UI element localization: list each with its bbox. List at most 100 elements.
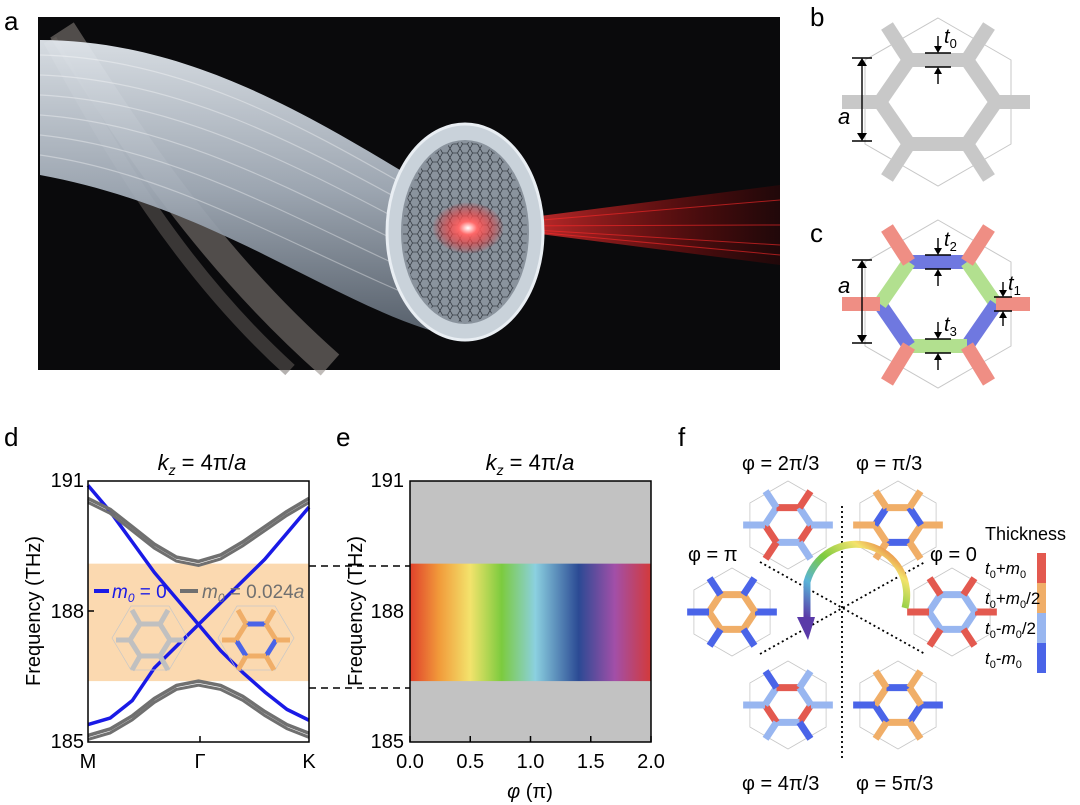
chart-d-xtick-Gamma: Γ xyxy=(194,751,205,773)
phase-cell-rod xyxy=(762,685,780,707)
chart-d-ytick-mid: 188 xyxy=(51,601,84,623)
chart-e-xticks: 0.0 0.5 1.0 1.5 2.0 xyxy=(396,736,665,773)
phase-cell-outline xyxy=(913,567,991,657)
chart-e-xtick-label: 1.0 xyxy=(517,751,545,773)
chart-e-ytick-mid: 188 xyxy=(371,601,404,623)
phase-cell-spoke xyxy=(906,720,924,741)
phase-cell-outline xyxy=(749,660,827,750)
phase-cell-rod xyxy=(796,523,814,545)
unit-cell-outline-c xyxy=(864,219,1012,389)
phase-cell-spoke xyxy=(762,540,780,561)
phase-cell-rod xyxy=(796,505,814,527)
phase-cell-spoke xyxy=(762,669,780,690)
fiber-rendering xyxy=(38,17,781,376)
phase-cell-rod xyxy=(872,703,890,725)
legend-item-3: t0-m0 xyxy=(985,649,1022,671)
unit-cell-outline xyxy=(864,17,1012,187)
band-structure-chart: kz = 4π/a 191 188 185 M Γ K Frequency (T… xyxy=(23,450,316,773)
phase-label-pi: φ = π xyxy=(688,544,738,566)
phase-cell-5 xyxy=(853,660,943,750)
inset-lattice-colored xyxy=(217,605,295,672)
phase-cell-spoke xyxy=(796,489,814,510)
phase-cell-rod xyxy=(872,685,890,707)
t1-label: t1 xyxy=(1008,273,1021,298)
band-line-3-double xyxy=(87,683,310,741)
legend-swatch-blue xyxy=(1037,643,1046,673)
phase-cell-spoke xyxy=(906,489,924,510)
phase-cell-spoke xyxy=(960,627,978,648)
phase-cell-rod xyxy=(926,610,944,632)
phase-cell-rod xyxy=(906,703,924,725)
honeycomb-rods-c xyxy=(842,224,1030,386)
phase-cell-rod xyxy=(960,592,978,614)
phase-cell-rod xyxy=(740,610,758,632)
phase-cell-spoke xyxy=(906,669,924,690)
rainbow-gap-band xyxy=(410,563,651,682)
band-line-3 xyxy=(87,679,310,738)
inset-lattice-gray xyxy=(111,605,189,672)
band-line-1 xyxy=(86,484,310,722)
phase-cell-rod xyxy=(906,505,924,527)
band-lines xyxy=(86,484,311,741)
honeycomb-rods-b xyxy=(842,22,1030,182)
panel-label-d: d xyxy=(4,422,18,452)
fiber-tube xyxy=(40,40,470,340)
band-line-2 xyxy=(87,496,310,564)
chart-d-ytick-bottom: 185 xyxy=(51,731,84,753)
unit-cell-c: t2 t3 t1 a xyxy=(838,219,1030,389)
phase-cell-spoke xyxy=(872,669,890,690)
phase-cell-rod xyxy=(960,610,978,632)
legend-label-m0-nonzero: m0 = 0.024a xyxy=(202,582,304,605)
panel-label-a: a xyxy=(4,6,19,36)
phase-cell-2 xyxy=(687,567,777,657)
fiber-core-glow xyxy=(432,202,504,254)
chart-e-xtick-label: 0.5 xyxy=(456,751,484,773)
phase-cell-rod xyxy=(926,592,944,614)
panel-label-f: f xyxy=(678,422,686,452)
phase-rotation-arrowhead xyxy=(797,617,815,640)
legend-swatch-orange xyxy=(1037,583,1046,613)
phase-label-2pi3: φ = 2π/3 xyxy=(742,453,819,475)
phase-label-5pi3: φ = 5π/3 xyxy=(856,773,933,795)
chart-d-ticks xyxy=(88,610,201,742)
phase-cell-spoke xyxy=(762,720,780,741)
phase-cell-rod xyxy=(872,505,890,527)
phase-cell-spoke xyxy=(740,576,758,597)
panel-label-c: c xyxy=(810,218,823,248)
phase-cell-spoke xyxy=(796,669,814,690)
phase-cell-rod xyxy=(762,523,780,545)
phase-cell-rod xyxy=(706,610,724,632)
phase-cell-spoke xyxy=(926,627,944,648)
chart-d-xtick-M: M xyxy=(80,751,97,773)
chart-e-ytick-bottom: 185 xyxy=(371,731,404,753)
phase-cell-rod xyxy=(796,685,814,707)
chart-d-ytick-top: 191 xyxy=(51,470,84,492)
legend-label-m0-zero: m0 = 0 xyxy=(112,582,167,605)
phase-cell-0 xyxy=(743,480,833,570)
phase-cell-rod xyxy=(906,685,924,707)
phase-cell-spoke xyxy=(872,489,890,510)
t0-arrowheads xyxy=(934,46,942,74)
t2-label: t2 xyxy=(944,229,957,254)
legend-swatch-lightblue xyxy=(1037,613,1046,643)
phase-cell-spoke xyxy=(706,627,724,648)
phase-cell-spoke xyxy=(740,627,758,648)
legend-swatch-red xyxy=(1037,553,1046,583)
chart-e-xtick-label: 1.5 xyxy=(577,751,605,773)
chart-e-ytick-top: 191 xyxy=(371,470,404,492)
phase-label-pi3: φ = π/3 xyxy=(856,453,922,475)
phase-cell-spoke xyxy=(796,720,814,741)
phase-rotation-arc xyxy=(803,540,911,618)
phase-cell-spoke xyxy=(796,540,814,561)
phase-cell-rod xyxy=(872,523,890,545)
phase-cell-rod xyxy=(906,523,924,545)
chart-e-ylabel: Frequency (THz) xyxy=(345,536,367,686)
phase-gap-chart: kz = 4π/a 0.0 0.5 1.0 1.5 2.0 191 188 185 Fr… xyxy=(345,450,665,803)
t0-label: t0 xyxy=(944,26,957,51)
thickness-legend: Thickness t0+m0 t0+m0/2 t0-m0/2 t0-m0 xyxy=(985,524,1066,673)
phase-cell-3 xyxy=(907,567,997,657)
phase-cell-outline xyxy=(749,480,827,570)
phase-cell-spoke xyxy=(906,540,924,561)
